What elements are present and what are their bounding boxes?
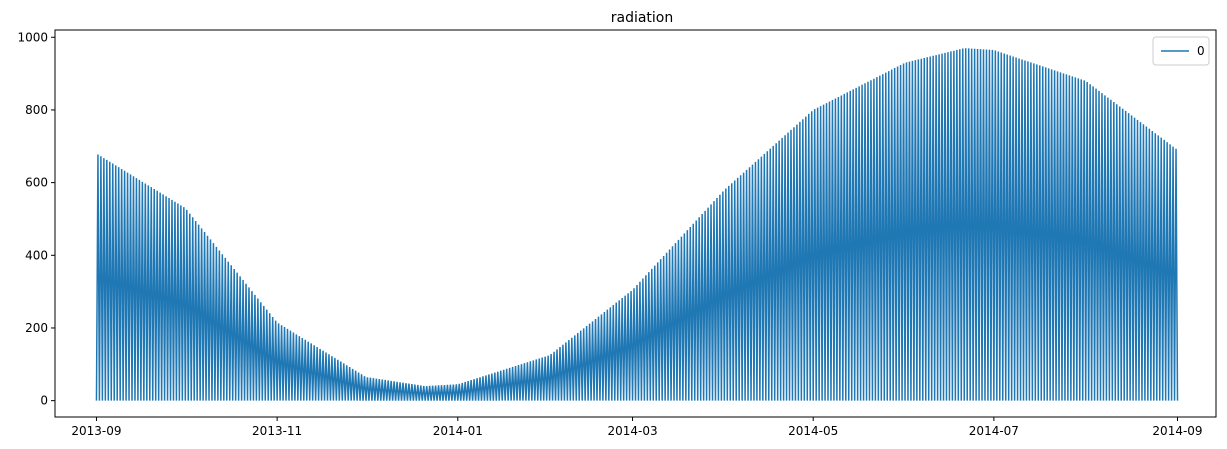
y-tick-label: 1000 [17, 30, 48, 44]
x-tick-label: 2014-09 [1152, 424, 1202, 438]
y-tick-label: 200 [25, 321, 48, 335]
x-tick-label: 2013-11 [252, 424, 302, 438]
legend-label: 0 [1197, 44, 1205, 58]
y-tick-label: 400 [25, 248, 48, 262]
y-axis: 0 200 400 600 800 1000 [17, 30, 55, 408]
series-line-0 [95, 48, 1179, 401]
chart-title: radiation [611, 10, 674, 26]
y-tick-label: 800 [25, 103, 48, 117]
legend[interactable]: 0 [1152, 36, 1210, 66]
x-tick-label: 2013-09 [71, 424, 121, 438]
x-tick-label: 2014-05 [788, 424, 838, 438]
x-axis: 2013-09 2013-11 2014-01 2014-03 2014-05 2014-… [71, 417, 1203, 438]
x-tick-label: 2014-07 [969, 424, 1019, 438]
y-tick-label: 600 [25, 176, 48, 190]
plot-area [95, 48, 1179, 401]
x-tick-label: 2014-01 [433, 424, 483, 438]
axes-frame [54, 29, 1217, 418]
y-tick-label: 0 [40, 394, 48, 408]
x-tick-label: 2014-03 [607, 424, 657, 438]
